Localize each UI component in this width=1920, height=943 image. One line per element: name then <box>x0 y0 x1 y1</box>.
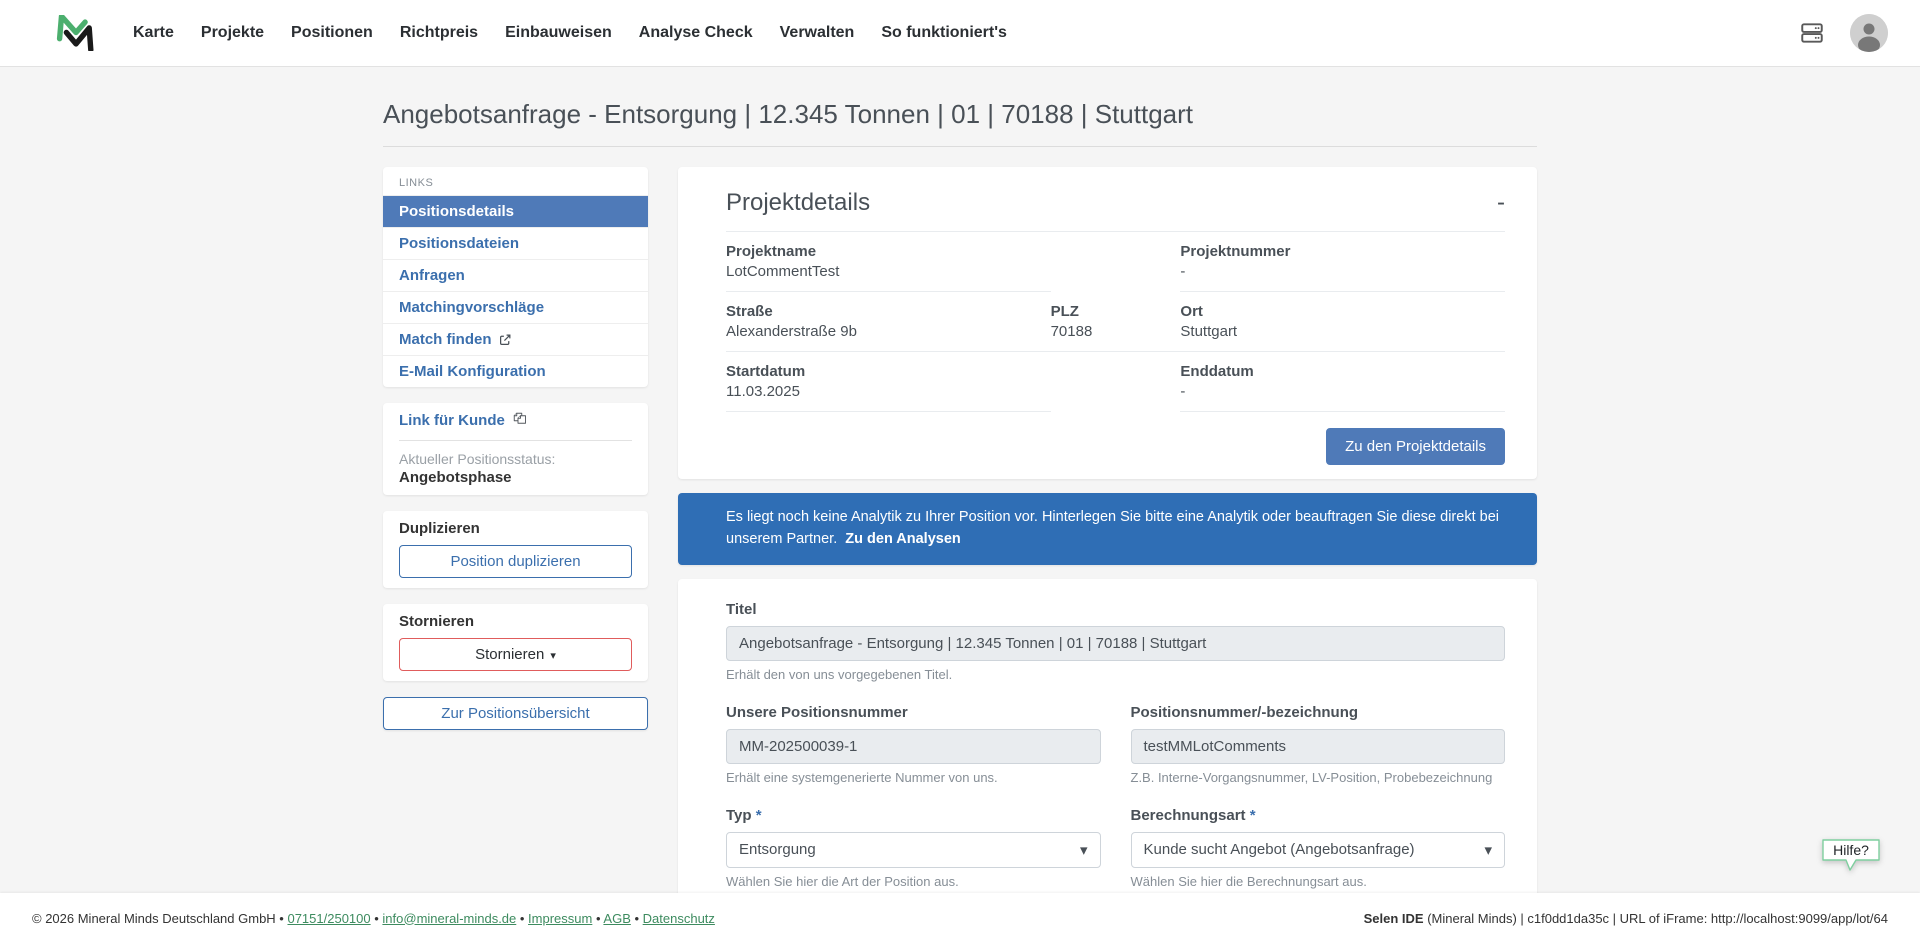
svg-text:Hilfe?: Hilfe? <box>1833 842 1869 858</box>
